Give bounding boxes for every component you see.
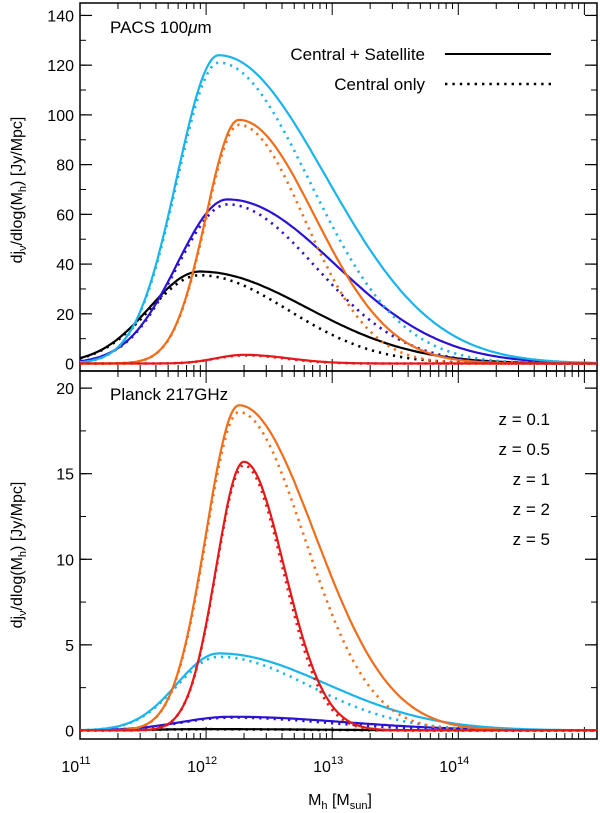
y-tick-label: 15	[56, 467, 74, 484]
x-tick-label: 1014	[439, 755, 469, 776]
legend-z-5: z = 5	[513, 530, 550, 549]
series-z2-solid	[80, 118, 597, 365]
legend-redshift: z = 0.1 z = 0.5 z = 1 z = 2 z = 5	[498, 410, 550, 549]
y-tick-label: 140	[47, 8, 74, 25]
legend-linestyle: Central + Satellite Central only	[290, 45, 551, 94]
series-z2-dotted	[80, 123, 597, 365]
x-tick-label: 1011	[61, 755, 90, 776]
series-z1-solid	[80, 652, 597, 732]
series-z0.5-dotted	[79, 203, 597, 365]
series-z0.1-solid	[79, 270, 597, 365]
bottom-y-axis-label: djν/dlog(Mh) [Jy/Mpc]	[9, 482, 29, 629]
y-tick-label: 80	[56, 158, 74, 175]
y-tick-label: 40	[56, 257, 74, 274]
series-z0.1-dotted	[79, 274, 597, 365]
y-tick-label: 0	[65, 723, 74, 740]
y-tick-label: 20	[56, 381, 74, 398]
top-panel-title: PACS 100μm	[110, 18, 212, 37]
top-curves	[79, 54, 597, 365]
y-tick-label: 60	[56, 207, 74, 224]
panel-top: 0 20 40 60 80 100 120 140 PACS 100μm Central + …	[9, 2, 598, 374]
series-z1-dotted	[79, 61, 597, 365]
x-ticks: 1011 1012 1013 1014	[61, 755, 469, 776]
top-y-ticks: 0 20 40 60 80 100 120 140	[47, 3, 597, 374]
y-tick-label: 20	[56, 307, 74, 324]
series-z2-dotted	[80, 410, 597, 732]
x-axis-label: Mh [Msun]	[308, 792, 372, 812]
legend-z-2: z = 2	[513, 500, 550, 519]
legend-dotted-label: Central only	[334, 75, 425, 94]
top-y-axis-label: djν/dlog(Mh) [Jy/Mpc]	[9, 117, 29, 264]
y-tick-label: 5	[65, 638, 74, 655]
legend-solid-label: Central + Satellite	[290, 45, 425, 64]
x-tick-label: 1012	[187, 755, 217, 776]
series-z5-dotted	[80, 354, 597, 365]
bottom-y-ticks: 0 5 10 15 20	[56, 371, 597, 740]
bottom-panel-title: Planck 217GHz	[110, 385, 228, 404]
x-tick-label: 1013	[313, 755, 343, 776]
legend-z-1: z = 1	[513, 470, 550, 489]
y-tick-label: 10	[56, 552, 74, 569]
y-tick-label: 0	[65, 357, 74, 374]
bottom-plot-frame	[79, 370, 598, 740]
legend-z-0.5: z = 0.5	[498, 440, 550, 459]
panel-bottom: 0 5 10 15 20 Planck 217GHz z = 0.1 z = 0.5 z…	[9, 370, 598, 740]
series-z1-solid	[79, 54, 597, 364]
series-z5-dotted	[80, 463, 597, 732]
y-tick-label: 120	[47, 58, 74, 75]
series-z0.5-solid	[79, 198, 597, 365]
y-tick-label: 100	[47, 108, 74, 125]
series-z1-dotted	[79, 655, 597, 732]
legend-z-0.1: z = 0.1	[498, 410, 550, 429]
bottom-curves	[79, 404, 597, 732]
